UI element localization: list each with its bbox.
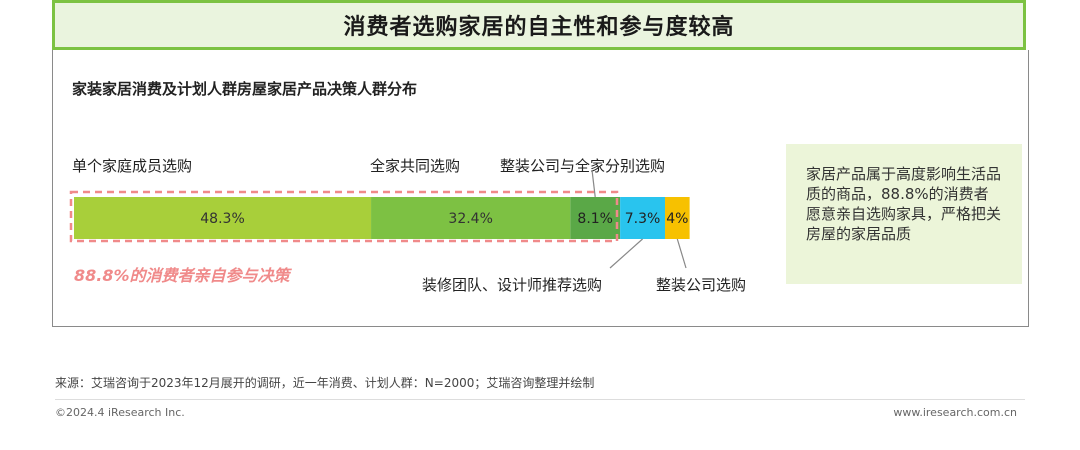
category-label-5: 整装公司选购 (656, 276, 747, 294)
category-label-1: 单个家庭成员选购 (72, 157, 193, 175)
source-note: 来源：艾瑞咨询于2023年12月展开的调研，近一年消费、计划人群：N=2000；… (55, 376, 595, 390)
note-text: 家居产品属于高度影响生活品质的商品，88.8%的消费者愿意亲自选购家具，严格把关… (806, 165, 1002, 243)
connector-line-3 (591, 169, 596, 198)
page-title: 消费者选购家居的自主性和参与度较高 (343, 15, 735, 40)
website: www.iresearch.com.cn (893, 406, 1017, 419)
bar-segment-1 (74, 197, 372, 239)
note-box: 家居产品属于高度影响生活品质的商品，88.8%的消费者愿意亲自选购家具，严格把关… (786, 144, 1022, 284)
bar-value-label-5: 4% (666, 211, 688, 227)
title-banner: 消费者选购家居的自主性和参与度较高 (52, 0, 1026, 50)
highlight-dashed-box (69, 190, 619, 243)
bar-segment-3 (570, 197, 621, 239)
connector-line-5 (676, 238, 687, 269)
category-label-2: 全家共同选购 (370, 157, 461, 175)
copyright: ©2024.4 iResearch Inc. (55, 406, 185, 419)
category-label-3: 整装公司与全家分别选购 (500, 157, 666, 175)
footer-divider (55, 399, 1025, 400)
bar-value-label-3: 8.1% (577, 211, 613, 227)
bar-value-label-1: 48.3% (200, 211, 244, 227)
bar-segment-5 (665, 197, 690, 239)
bar-segment-4 (620, 197, 666, 239)
bar-value-label-2: 32.4% (448, 211, 492, 227)
bar-segment-2 (371, 197, 571, 239)
connector-line-4 (609, 238, 643, 269)
highlight-label: 88.8%的消费者亲自参与决策 (74, 266, 290, 285)
chart-title: 家装家居消费及计划人群房屋家居产品决策人群分布 (72, 80, 418, 98)
bar-value-label-4: 7.3% (625, 211, 661, 227)
category-label-4: 装修团队、设计师推荐选购 (422, 276, 603, 294)
